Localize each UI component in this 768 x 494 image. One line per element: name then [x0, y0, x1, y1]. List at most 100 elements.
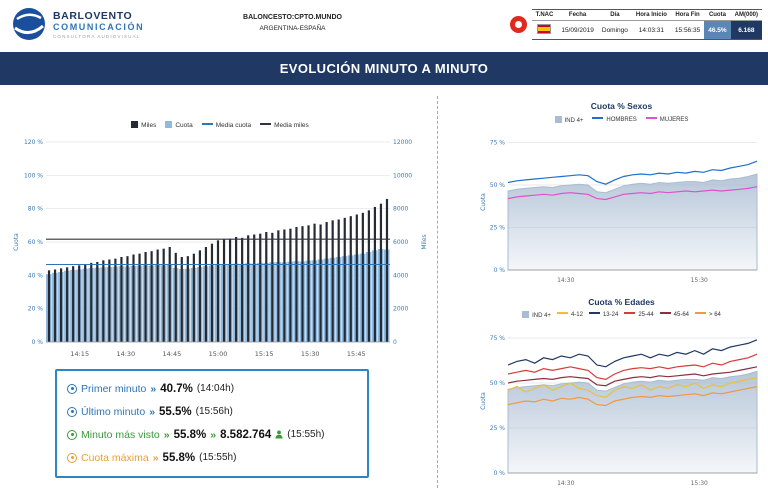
info-header-row: T.NAC Fecha Día Hora Inicio Hora Fin Cuo… [531, 9, 762, 21]
chevron-sep: » [149, 405, 156, 418]
summary-box: Primer minuto » 40.7% (14:04h) Último mi… [55, 369, 369, 478]
main-chart-legend: Miles Cuota Media cuota Media miles [10, 121, 430, 129]
header: BARLOVENTO COMUNICACIÓN CONSULTORA AUDIO… [0, 0, 768, 52]
col-hora-fin: Hora Fin [670, 9, 705, 21]
brand-text: BARLOVENTO COMUNICACIÓN CONSULTORA AUDIO… [53, 10, 144, 39]
legend-item-mujeres: MUJERES [645, 117, 688, 123]
hombres-line-icon [592, 117, 604, 119]
tnac-cell [531, 20, 558, 40]
vertical-divider [437, 96, 438, 488]
svg-text:0 %: 0 % [32, 339, 44, 346]
svg-text:14:15: 14:15 [70, 350, 89, 358]
svg-text:25 %: 25 % [490, 425, 506, 432]
broadcast-info-table: T.NAC Fecha Día Hora Inicio Hora Fin Cuo… [531, 9, 762, 40]
svg-text:20 %: 20 % [28, 306, 44, 313]
sexos-chart-title: Cuota % Sexos [590, 101, 653, 111]
svg-text:Cuota: Cuota [13, 233, 20, 251]
page-title: EVOLUCIÓN MINUTO A MINUTO [0, 52, 768, 85]
hora-fin-value: 15:56:35 [670, 20, 705, 40]
program-info: BALONCESTO:CPTO.MUNDO ARGENTINA-ESPAÑA [200, 14, 385, 32]
col-dia: Día [597, 9, 632, 21]
summary-label: Cuota máxima [81, 451, 149, 464]
target-icon [67, 429, 77, 440]
svg-text:Cuota: Cuota [480, 392, 487, 410]
chevron-sep: » [210, 428, 217, 441]
svg-text:8000: 8000 [393, 206, 408, 213]
am000-value: 6.168 [730, 20, 762, 40]
svg-text:14:30: 14:30 [116, 350, 135, 358]
summary-row-ultimo-minuto: Último minuto » 55.5% (15:56h) [67, 400, 357, 423]
summary-time: (15:55h) [199, 452, 237, 463]
hora-inicio-value: 14:03:31 [631, 20, 671, 40]
legend-item-ind4: IND 4+ [522, 311, 551, 319]
edad-25-44-line-icon [624, 312, 636, 314]
viewer-icon [275, 430, 283, 439]
target-icon [67, 383, 77, 394]
svg-text:15:45: 15:45 [347, 350, 366, 358]
brand: BARLOVENTO COMUNICACIÓN CONSULTORA AUDIO… [12, 7, 144, 41]
legend-item-4-12: 4-12 [556, 312, 583, 318]
summary-value: 55.8% [162, 451, 196, 464]
legend-item-media-cuota: Media cuota [201, 122, 251, 129]
summary-row-cuota-maxima: Cuota máxima » 55.8% (15:55h) [67, 446, 357, 469]
col-am000: AM(000) [730, 9, 762, 21]
brand-line1: BARLOVENTO [53, 9, 133, 22]
edad-mas-64-line-icon [695, 312, 707, 314]
target-icon [67, 452, 77, 463]
edades-legend: IND 4+ 4-12 13-24 25-44 45-64 > 64 [478, 311, 765, 319]
legend-item-cuota: Cuota [165, 121, 193, 129]
brand-line3: CONSULTORA AUDIOVISUAL [53, 33, 141, 39]
svg-text:15:30: 15:30 [691, 277, 708, 284]
summary-time: (15:55h) [287, 429, 325, 440]
chevron-sep: » [163, 428, 170, 441]
svg-text:15:30: 15:30 [301, 350, 320, 358]
svg-text:40 %: 40 % [28, 272, 44, 279]
svg-text:75 %: 75 % [490, 335, 506, 342]
summary-value2: 8.582.764 [220, 428, 272, 441]
legend-item-ind4: IND 4+ [554, 116, 583, 124]
program-title: BALONCESTO:CPTO.MUNDO [243, 14, 342, 21]
fecha-value: 15/09/2019 [557, 20, 598, 40]
summary-time: (14:04h) [196, 383, 235, 394]
summary-label: Primer minuto [81, 382, 147, 395]
svg-text:14:30: 14:30 [557, 277, 574, 284]
svg-text:4000: 4000 [393, 272, 408, 279]
svg-text:50 %: 50 % [490, 380, 506, 387]
summary-row-primer-minuto: Primer minuto » 40.7% (14:04h) [67, 377, 357, 400]
chevron-sep: » [150, 382, 157, 395]
edades-chart-title: Cuota % Edades [588, 297, 655, 307]
svg-text:100 %: 100 % [24, 172, 43, 179]
sexos-legend: IND 4+ HOMBRES MUJERES [478, 116, 765, 124]
svg-text:75 %: 75 % [490, 140, 506, 147]
svg-text:120 %: 120 % [24, 139, 43, 146]
svg-text:60 %: 60 % [28, 239, 44, 246]
col-hora-inicio: Hora Inicio [631, 9, 671, 21]
edades-chart: 0 % 25 % 50 % 75 % 14:30 15:30 Cuota [480, 335, 758, 487]
summary-value: 55.5% [159, 405, 192, 418]
info-data-row: 15/09/2019 Domingo 14:03:31 15:56:35 46.… [531, 20, 762, 40]
edad-45-64-line-icon [659, 312, 671, 314]
svg-text:2000: 2000 [393, 306, 408, 313]
program-subtitle: ARGENTINA-ESPAÑA [259, 25, 326, 32]
ind4-swatch-icon [554, 116, 562, 123]
cuota-swatch-icon [165, 121, 173, 128]
barlovento-logo-icon [13, 8, 45, 40]
edad-4-12-line-icon [556, 312, 568, 314]
col-tnac: T.NAC [531, 9, 558, 21]
svg-text:10000: 10000 [393, 172, 412, 179]
edad-13-24-line-icon [588, 312, 600, 314]
summary-value: 55.8% [173, 428, 207, 441]
svg-text:50 %: 50 % [490, 182, 506, 189]
svg-text:6000: 6000 [393, 239, 408, 246]
legend-item-media-miles: Media miles [260, 122, 309, 129]
svg-text:Cuota: Cuota [480, 193, 487, 211]
spain-flag-icon [537, 24, 552, 34]
legend-item-miles: Miles [131, 121, 156, 129]
col-cuota: Cuota [704, 9, 731, 21]
legend-item-mas-64: > 64 [695, 312, 721, 318]
legend-item-hombres: HOMBRES [592, 117, 637, 123]
svg-text:0 %: 0 % [494, 470, 506, 477]
ind4-swatch-icon [522, 311, 530, 318]
svg-text:25 %: 25 % [490, 225, 506, 232]
